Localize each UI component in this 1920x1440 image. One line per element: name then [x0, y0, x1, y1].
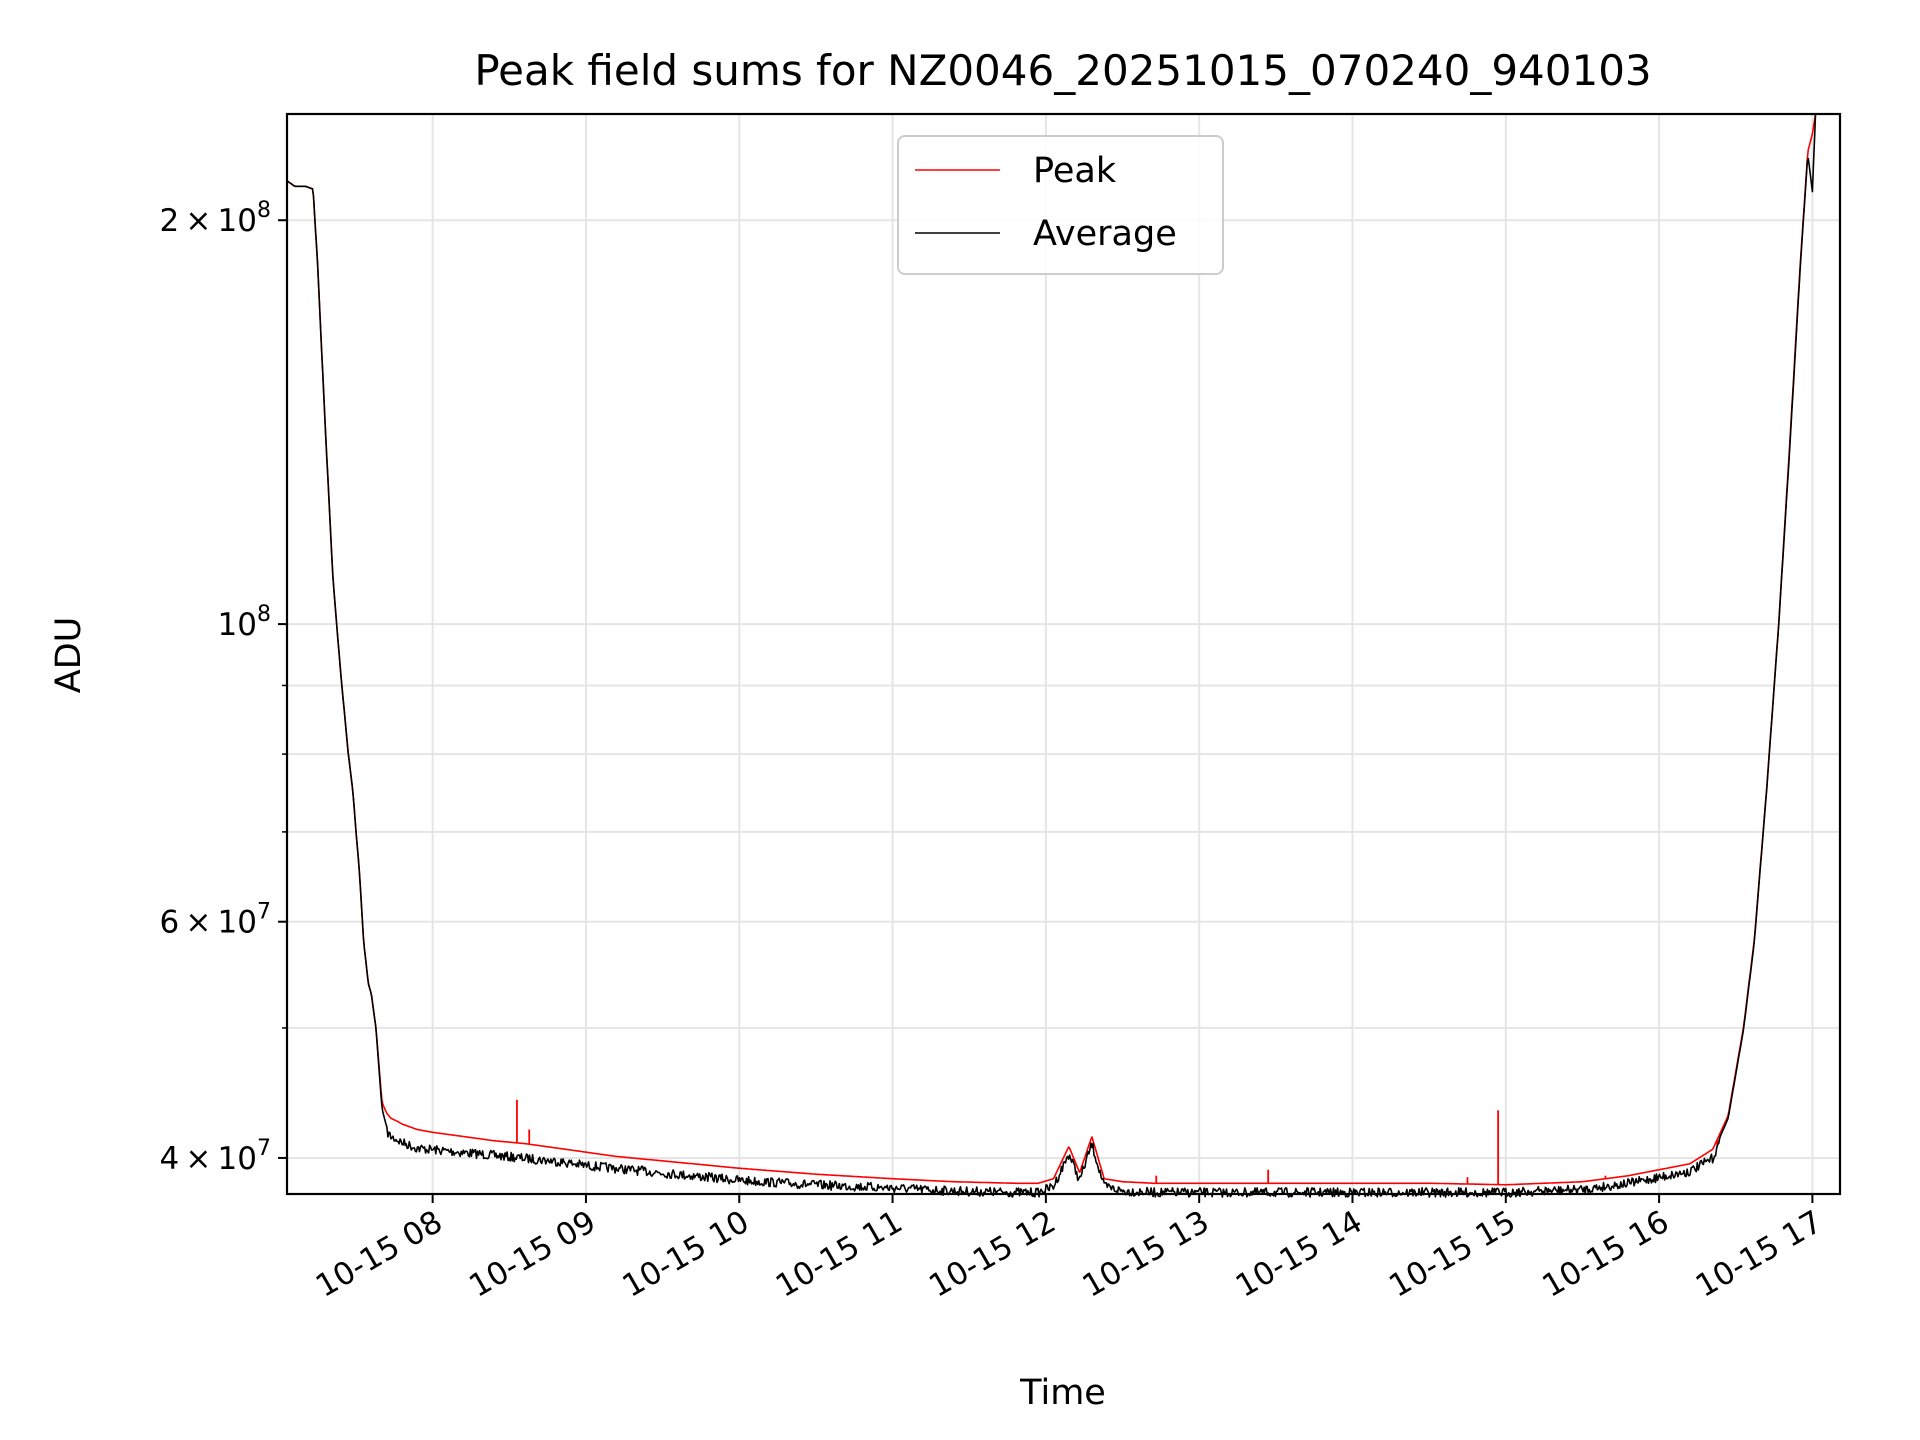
legend-average-label: Average — [1033, 214, 1177, 254]
x-axis-label: Time — [1019, 1373, 1106, 1413]
y-axis-label: ADU — [49, 617, 89, 694]
plot-frame — [285, 112, 1842, 1196]
y-tick-label: 6 × 107 — [159, 900, 271, 941]
chart-title: Peak field sums for NZ0046_20251015_0702… — [474, 46, 1651, 95]
y-tick-label: 2 × 108 — [159, 198, 271, 239]
y-tick-label: 4 × 107 — [159, 1136, 271, 1177]
average-series-line — [286, 113, 1817, 1198]
y-tick-label: 108 — [218, 602, 271, 643]
legend: Peak Average — [897, 135, 1224, 275]
peak-series-line — [286, 113, 1817, 1186]
legend-peak-label: Peak — [1033, 151, 1117, 191]
plot-lines — [286, 113, 1817, 1198]
